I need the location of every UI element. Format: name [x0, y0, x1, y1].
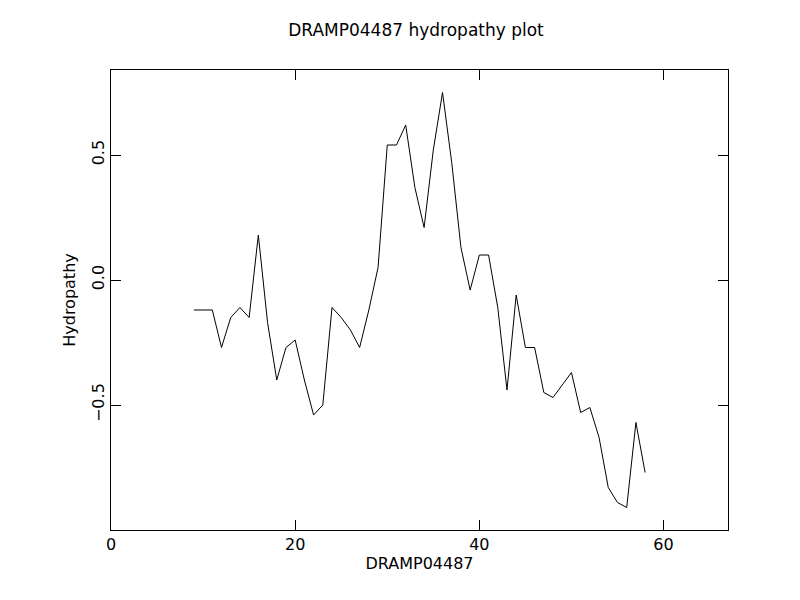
svg-text:0.0: 0.0 — [89, 265, 108, 290]
svg-text:DRAMP04487 hydropathy plot: DRAMP04487 hydropathy plot — [288, 20, 544, 40]
svg-text:40: 40 — [469, 535, 489, 554]
svg-text:−0.5: −0.5 — [89, 383, 108, 422]
svg-text:20: 20 — [285, 535, 305, 554]
svg-text:DRAMP04487: DRAMP04487 — [365, 554, 473, 573]
svg-text:0.5: 0.5 — [89, 140, 108, 165]
svg-text:0: 0 — [106, 535, 116, 554]
svg-text:Hydropathy: Hydropathy — [60, 253, 79, 347]
svg-text:60: 60 — [653, 535, 673, 554]
